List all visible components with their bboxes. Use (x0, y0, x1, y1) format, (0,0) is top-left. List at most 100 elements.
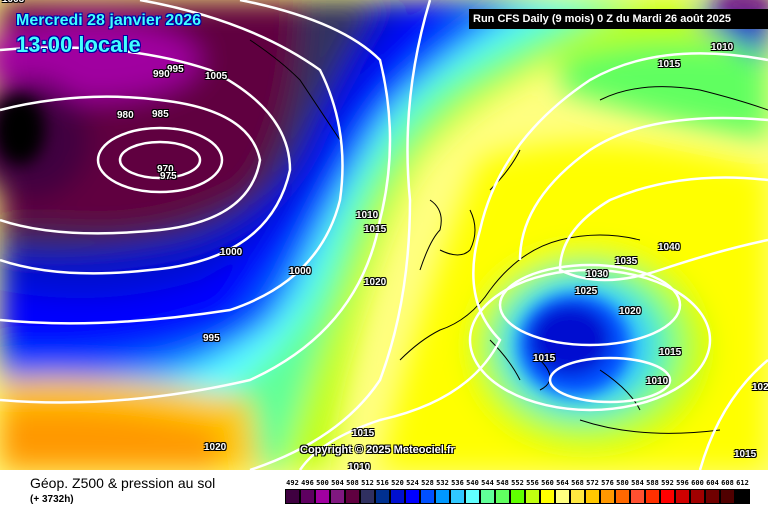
legend-swatch (705, 489, 720, 504)
isobar-label: 1025 (575, 286, 598, 297)
coastlines (249, 39, 768, 434)
isobar-label: 1005 (205, 71, 228, 82)
legend-swatch (570, 489, 585, 504)
legend-value: 564 (556, 479, 569, 487)
forecast-hour: (+ 3732h) (30, 494, 74, 505)
isobar-label: 1005 (2, 0, 24, 5)
legend-value: 544 (481, 479, 494, 487)
forecast-date: Mercredi 28 janvier 2026 (16, 12, 202, 29)
isobar-label: 1020 (619, 306, 642, 317)
legend-value: 568 (571, 479, 584, 487)
z500-color-field (0, 0, 768, 470)
legend-swatch (720, 489, 735, 504)
legend-swatch (600, 489, 615, 504)
legend-value: 500 (316, 479, 329, 487)
geopotential-map (0, 0, 768, 470)
legend-swatch (315, 489, 330, 504)
isobar-label: 1010 (711, 42, 734, 53)
legend-value: 552 (511, 479, 524, 487)
legend-swatch (510, 489, 525, 504)
legend-swatch (285, 489, 300, 504)
legend-swatch (300, 489, 315, 504)
isobar-label: 1000 (289, 266, 312, 277)
legend-value: 536 (451, 479, 464, 487)
legend-value: 516 (376, 479, 389, 487)
legend-swatch (390, 489, 405, 504)
legend-swatch (420, 489, 435, 504)
map-title: Géop. Z500 & pression au sol (30, 475, 216, 491)
legend-value: 524 (406, 479, 419, 487)
isobar-label: 990 (153, 69, 170, 80)
legend-value: 512 (361, 479, 374, 487)
isobar-label: 970 (157, 164, 174, 175)
isobar-label: 995 (167, 64, 184, 75)
legend-value: 596 (676, 479, 689, 487)
legend-value: 556 (526, 479, 539, 487)
legend-value: 532 (436, 479, 449, 487)
legend-swatch (450, 489, 465, 504)
isobar-label: 975 (160, 171, 177, 182)
legend-swatch (480, 489, 495, 504)
isobar-label: 1010 (646, 376, 669, 387)
isobar-label: 1010 (348, 462, 371, 473)
model-run-info: Run CFS Daily (9 mois) 0 Z du Mardi 26 a… (469, 9, 768, 29)
legend-swatch (345, 489, 360, 504)
isobar-label: 1035 (615, 256, 638, 267)
isobar-label: 1000 (220, 247, 243, 258)
legend-swatch (435, 489, 450, 504)
legend-value: 520 (391, 479, 404, 487)
legend-swatch (540, 489, 555, 504)
legend-value: 576 (601, 479, 614, 487)
isobar-label: 995 (203, 333, 220, 344)
legend-value: 492 (286, 479, 299, 487)
legend-swatch (630, 489, 645, 504)
legend-value: 548 (496, 479, 509, 487)
legend-swatch (375, 489, 390, 504)
legend-swatch (405, 489, 420, 504)
legend-value: 612 (736, 479, 749, 487)
isobar-label: 1010 (356, 210, 379, 221)
legend-swatch (555, 489, 570, 504)
isobar-label: 102 (752, 382, 768, 393)
legend-value: 504 (331, 479, 344, 487)
legend-swatch (660, 489, 675, 504)
legend-swatch (360, 489, 375, 504)
legend-swatch (690, 489, 705, 504)
legend-value: 560 (541, 479, 554, 487)
legend-swatch (495, 489, 510, 504)
legend-swatch (585, 489, 600, 504)
isobar-label: 1020 (204, 442, 227, 453)
legend-value: 588 (646, 479, 659, 487)
isobars (0, 0, 768, 470)
legend-value: 608 (721, 479, 734, 487)
legend-swatch (330, 489, 345, 504)
copyright: Copyright © 2025 Meteociel.fr (300, 444, 455, 456)
legend-value: 496 (301, 479, 314, 487)
legend-value: 508 (346, 479, 359, 487)
legend-value: 600 (691, 479, 704, 487)
isobar-label: 1015 (658, 59, 681, 70)
legend-swatch (615, 489, 630, 504)
legend-swatch (675, 489, 690, 504)
legend-swatch (645, 489, 660, 504)
legend-swatch (465, 489, 480, 504)
legend-value: 580 (616, 479, 629, 487)
isobar-label: 1015 (364, 224, 387, 235)
isobar-label: 1030 (586, 269, 609, 280)
isobar-label: 1015 (659, 347, 682, 358)
forecast-time: 13:00 locale (16, 32, 141, 57)
legend-value: 540 (466, 479, 479, 487)
isobar-label: 1015 (734, 449, 757, 460)
legend-swatch (525, 489, 540, 504)
isobar-label: 980 (117, 110, 134, 121)
isobar-label: 1040 (658, 242, 681, 253)
isobar-label: 1020 (364, 277, 387, 288)
isobar-label: 1015 (533, 353, 556, 364)
isobar-label: 985 (152, 109, 169, 120)
legend-value: 604 (706, 479, 719, 487)
legend-value: 528 (421, 479, 434, 487)
legend-value: 584 (631, 479, 644, 487)
legend-swatch (735, 489, 750, 504)
legend-value: 592 (661, 479, 674, 487)
